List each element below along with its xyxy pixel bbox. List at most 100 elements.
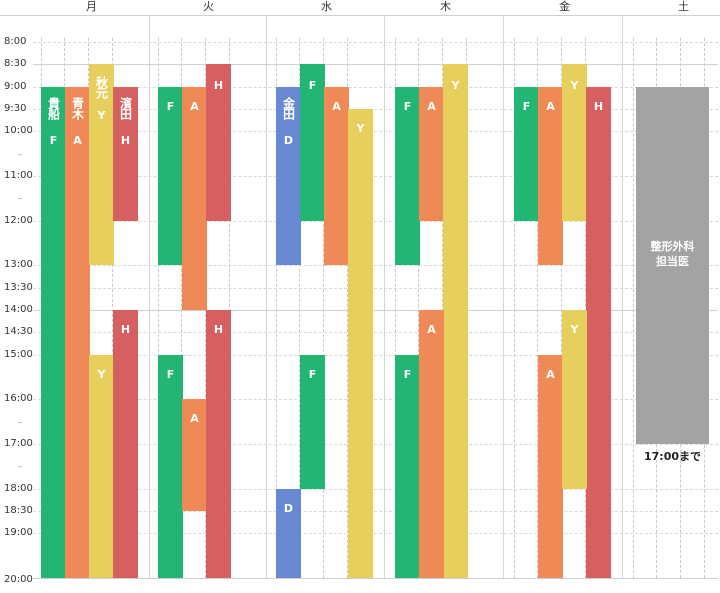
shift-code: F xyxy=(403,99,412,113)
shift-bar-a[interactable]: A xyxy=(182,399,207,511)
shift-code: D xyxy=(283,133,294,147)
time-tick: – xyxy=(18,462,22,472)
shift-code: H xyxy=(120,133,131,147)
time-label: 20:00 xyxy=(4,574,33,585)
header-divider xyxy=(0,15,720,16)
shift-bar-a[interactable]: 青木 A xyxy=(65,86,90,578)
time-label: 13:30 xyxy=(4,281,33,293)
shift-bar-f[interactable]: 貴船 F xyxy=(41,86,66,578)
lane-guide xyxy=(633,38,634,578)
lane-guide xyxy=(395,38,396,578)
saturday-end-note: 17:00まで xyxy=(643,450,701,463)
lane-guide xyxy=(585,38,586,578)
hour-guide xyxy=(33,176,718,177)
shift-bar-a[interactable]: A xyxy=(182,86,207,310)
hour-guide xyxy=(33,399,718,401)
shift-code: F xyxy=(166,99,175,113)
shift-bar-y[interactable]: 秋元 Y xyxy=(89,64,114,266)
shift-code: A xyxy=(427,99,436,113)
lane-guide xyxy=(299,38,300,578)
doctor-name: 金田 xyxy=(281,96,296,119)
shift-bar-a[interactable]: A xyxy=(419,310,444,578)
lane-guide xyxy=(112,38,113,578)
shift-bar-a[interactable]: A xyxy=(538,354,563,578)
day-separator xyxy=(622,16,623,578)
shift-bar-f[interactable]: F xyxy=(300,64,325,221)
shift-code: A xyxy=(73,133,82,147)
time-label: 8:00 xyxy=(4,36,27,47)
shift-code: F xyxy=(166,367,175,381)
day-header-5: 土 xyxy=(678,0,689,13)
shift-code: A xyxy=(190,412,199,426)
shift-bar-f[interactable]: F xyxy=(395,354,420,578)
saturday-orthopedics-block[interactable]: 整形外科 担当医 xyxy=(636,86,709,444)
shift-bar-a[interactable]: A xyxy=(324,86,349,266)
shift-bar-h[interactable]: H xyxy=(206,64,231,221)
shift-code: D xyxy=(283,501,294,515)
doctor-name: 濱田 xyxy=(118,96,133,119)
time-label: 8:30 xyxy=(4,58,27,70)
time-label: 15:00 xyxy=(4,348,33,360)
time-tick: – xyxy=(18,328,22,338)
day-separator xyxy=(503,16,504,578)
shift-code: Y xyxy=(570,323,579,336)
shift-bar-f[interactable]: F xyxy=(300,354,325,489)
hour-guide xyxy=(33,86,718,88)
day-separator xyxy=(149,16,150,578)
shift-bar-d[interactable]: 金田 D xyxy=(276,86,301,266)
shift-code: A xyxy=(546,99,555,113)
shift-bar-h[interactable]: H xyxy=(586,86,611,578)
shift-bar-d[interactable]: D xyxy=(276,488,301,578)
hour-guide xyxy=(33,220,718,222)
lane-guide xyxy=(158,38,159,578)
lane-guide xyxy=(323,38,324,578)
shift-bar-y[interactable]: Y xyxy=(562,64,587,221)
hour-guide xyxy=(33,332,718,334)
shift-bar-f[interactable]: F xyxy=(514,86,539,221)
time-label: 19:00 xyxy=(4,527,33,539)
day-header-4: 金 xyxy=(559,0,570,13)
hour-guide xyxy=(33,287,718,289)
day-header-1: 火 xyxy=(203,0,214,13)
day-header-2: 水 xyxy=(321,0,332,13)
doctor-name: 貴船 xyxy=(46,96,61,119)
shift-code: F xyxy=(308,367,317,381)
shift-code: Y xyxy=(451,79,460,93)
day-header-0: 月 xyxy=(86,0,97,13)
shift-code: A xyxy=(332,99,341,113)
shift-bar-y[interactable]: Y xyxy=(348,109,373,578)
doctor-name: 青木 xyxy=(70,96,85,119)
hour-guide xyxy=(33,488,718,490)
shift-code: A xyxy=(190,99,199,113)
shift-bar-f[interactable]: F xyxy=(395,86,420,266)
lane-guide xyxy=(442,38,443,578)
shift-bar-h[interactable]: 濱田 H xyxy=(113,86,138,221)
shift-code: H xyxy=(593,99,604,113)
time-label: 18:00 xyxy=(4,482,33,494)
time-label: 14:00 xyxy=(4,304,33,315)
shift-bar-h[interactable]: H xyxy=(206,310,231,578)
hour-guide xyxy=(33,64,718,66)
shift-bar-y[interactable]: Y xyxy=(562,310,587,489)
shift-bar-y[interactable]: Y xyxy=(89,354,114,578)
time-label: 17:00 xyxy=(4,438,33,449)
shift-code: H xyxy=(120,323,131,336)
time-label: 9:30 xyxy=(4,103,27,114)
hour-guide xyxy=(33,109,718,110)
shift-bar-a[interactable]: A xyxy=(538,86,563,266)
lane-guide xyxy=(537,38,538,578)
shift-bar-f[interactable]: F xyxy=(158,354,183,578)
lane-guide xyxy=(561,38,562,578)
hour-guide xyxy=(33,511,718,512)
shift-code: A xyxy=(546,367,555,381)
time-tick: – xyxy=(18,194,22,204)
shift-bar-y[interactable]: Y xyxy=(443,64,468,578)
shift-bar-a[interactable]: A xyxy=(419,86,444,221)
saturday-label: 整形外科 担当医 xyxy=(650,239,695,268)
shift-bar-h[interactable]: H xyxy=(113,310,138,578)
hour-guide xyxy=(33,42,718,43)
shift-code: Y xyxy=(97,109,106,123)
shift-bar-f[interactable]: F xyxy=(158,86,183,266)
shift-code: F xyxy=(49,133,58,147)
